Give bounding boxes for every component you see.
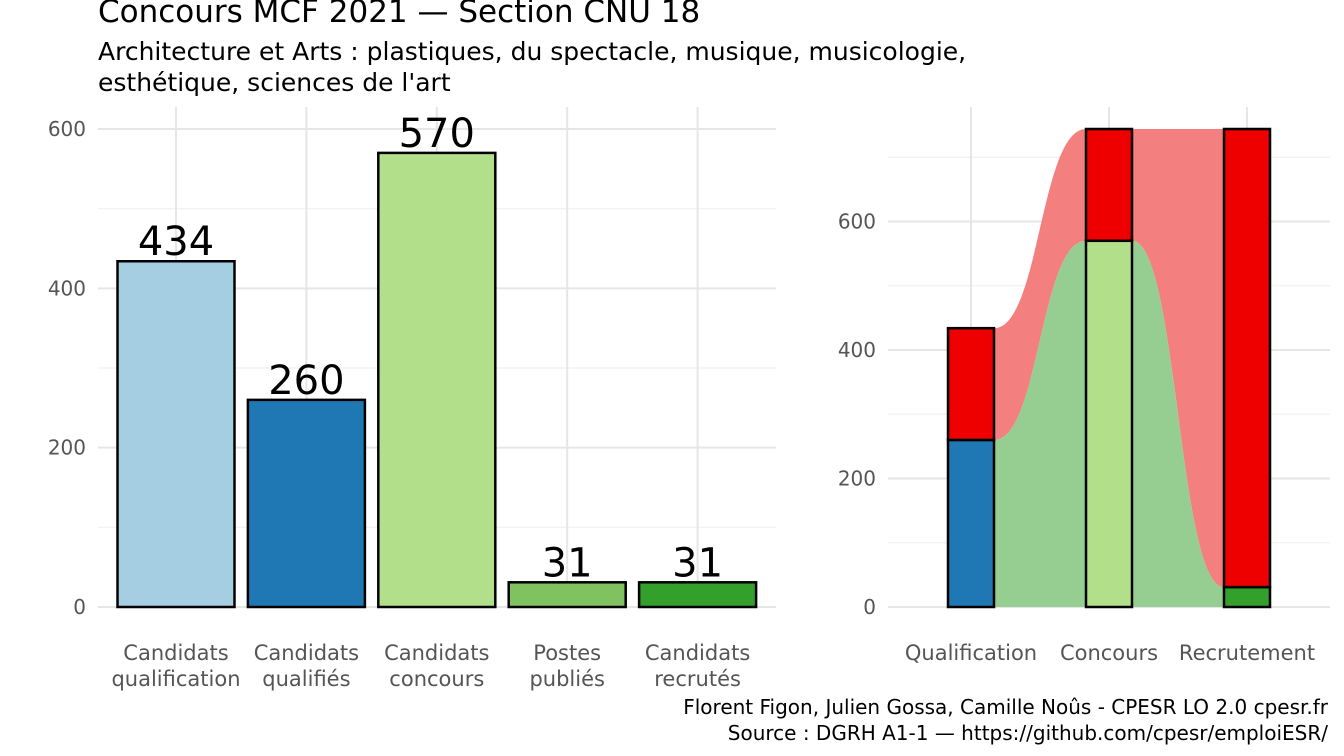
- x-tick-label: Postes: [533, 641, 601, 665]
- bar-value-label: 570: [399, 111, 475, 157]
- y-tick-label: 200: [838, 467, 876, 491]
- y-tick-label: 200: [48, 436, 86, 460]
- bar: [246, 398, 367, 609]
- y-tick-label: 400: [48, 276, 86, 300]
- bar: [637, 581, 758, 609]
- failure-flow-band: [994, 129, 1224, 588]
- stacked-bar-success: [1222, 585, 1272, 609]
- x-tick-label: publiés: [529, 667, 605, 691]
- subtitle-line-2: esthétique, sciences de l'art: [98, 68, 451, 97]
- y-tick-label: 0: [863, 595, 876, 619]
- x-tick-label: Candidats: [254, 641, 359, 665]
- x-tick-label: recrutés: [654, 667, 741, 691]
- y-tick-label: 400: [838, 338, 876, 362]
- chart-title: Concours MCF 2021 — Section CNU 18: [98, 0, 701, 30]
- y-tick-label: 0: [73, 595, 86, 619]
- stacked-bar-success: [946, 438, 996, 609]
- bar-value-label: 260: [268, 358, 344, 404]
- stacked-bar-success: [1084, 239, 1134, 609]
- caption-authors: Florent Figon, Julien Gossa, Camille Noû…: [683, 695, 1328, 719]
- x-tick-label: qualifiés: [262, 667, 350, 691]
- bar-value-label: 31: [542, 540, 593, 586]
- bar-value-label: 434: [138, 219, 214, 265]
- stacked-bar-failure: [1084, 127, 1134, 243]
- x-tick-label: concours: [389, 667, 484, 691]
- bar: [116, 259, 236, 609]
- chart-subtitle: Architecture et Arts : plastiques, du sp…: [98, 36, 1098, 98]
- y-tick-label: 600: [48, 117, 86, 141]
- x-tick-label: Qualification: [905, 641, 1037, 665]
- bar: [377, 151, 497, 609]
- caption-source: Source : DGRH A1-1 — https://github.com/…: [727, 721, 1328, 745]
- bar-value-label: 31: [672, 540, 723, 586]
- x-tick-label: Candidats: [123, 641, 228, 665]
- bar: [507, 581, 627, 609]
- y-tick-label: 600: [838, 210, 876, 234]
- x-tick-label: Candidats: [384, 641, 489, 665]
- x-tick-label: Recrutement: [1179, 641, 1315, 665]
- x-tick-label: Concours: [1060, 641, 1158, 665]
- x-tick-label: qualification: [111, 667, 240, 691]
- stacked-bar-failure: [1222, 127, 1272, 589]
- subtitle-line-1: Architecture et Arts : plastiques, du sp…: [98, 37, 967, 66]
- x-tick-label: Candidats: [645, 641, 750, 665]
- stacked-bar-failure: [946, 326, 996, 442]
